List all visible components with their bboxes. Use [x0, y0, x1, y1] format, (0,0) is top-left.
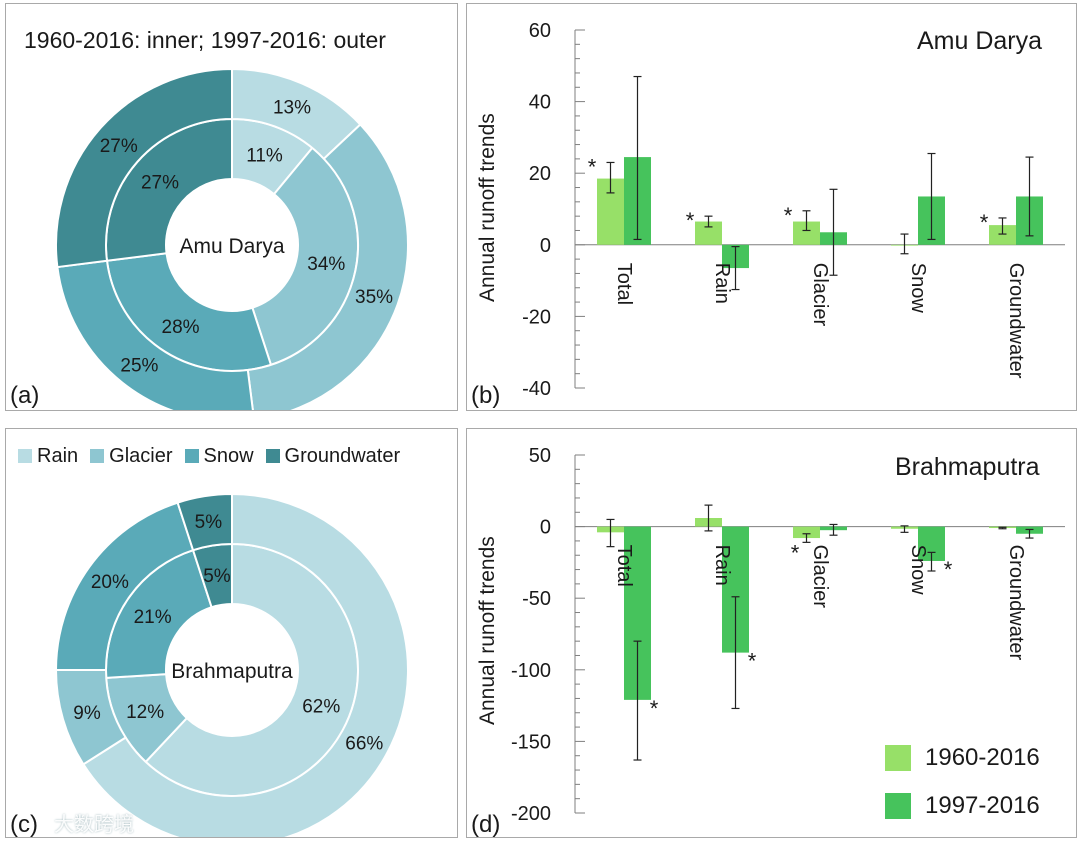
legend-swatch-1997-2016	[885, 793, 911, 819]
legend-swatch-groundwater	[265, 449, 280, 463]
amu-bars-bar-rain-1960-2016	[695, 221, 722, 245]
brahma-bars-significance-star: *	[650, 696, 659, 721]
legend-swatch-1960-2016	[885, 745, 911, 771]
brahma-bars-category-label-glacier: Glacier	[809, 545, 831, 609]
brahma-bars-y-tick-label: -150	[511, 731, 551, 753]
ring-period-header: 1960-2016: inner; 1997-2016: outer	[24, 27, 386, 53]
amu-donut-outer-slice-groundwater	[55, 67, 233, 269]
amu-donut-center-label: Amu Darya	[179, 235, 284, 258]
amu-bars-significance-star: *	[588, 154, 597, 179]
amu-bars-y-tick-label: 20	[529, 163, 551, 185]
amu-donut-inner-label-rain: 11%	[246, 146, 283, 167]
panel-c-brahmaputra-donut: 62% 12% 21% 5% 66% 9% 20% 5% Brahmaputra Rain Gl…	[5, 428, 458, 838]
brahma-donut-inner-label-groundwater: 5%	[203, 566, 231, 587]
brahma-bars-bar-glacier-1960-2016	[793, 526, 820, 539]
panel-d-brahmaputra-bars: -200 -150 -100 -50 0 50 * Total * Rain * Glacier * Sn…	[466, 428, 1077, 838]
legend-swatch-glacier	[90, 449, 105, 463]
legend-swatch-snow	[184, 449, 199, 463]
amu-bars-y-tick-label: -40	[522, 378, 551, 400]
brahma-bars-category-label-total: Total	[613, 545, 635, 587]
brahma-bars-y-tick-label: 0	[540, 517, 551, 539]
component-legend: Rain Glacier Snow Groundwater	[18, 445, 400, 467]
amu-donut-inner-label-groundwater: 27%	[141, 173, 179, 194]
legend-item-groundwater: Groundwater	[265, 445, 400, 467]
amu-bars-bar-glacier-1960-2016	[793, 221, 820, 245]
brahma-donut-outer-slice-rain	[82, 492, 409, 837]
amu-bars-y-tick-label: -20	[522, 306, 551, 328]
brahma-donut-inner-label-snow: 21%	[134, 607, 172, 628]
brahma-bars-significance-star: *	[748, 649, 757, 674]
brahma-donut-outer-label-rain: 66%	[345, 734, 383, 755]
brahma-bars-category-label-snow: Snow	[907, 545, 929, 596]
amu-bars-significance-star: *	[980, 210, 989, 235]
amu-bars-category-label-glacier: Glacier	[809, 263, 831, 327]
brahmaputra-donut-chart: 62% 12% 21% 5% 66% 9% 20% 5% Brahmaputra	[54, 492, 409, 837]
brahma-bars-category-label-rain: Rain	[711, 545, 733, 586]
amu-bars-category-label-rain: Rain	[711, 263, 733, 304]
brahmaputra-bar-chart: -200 -150 -100 -50 0 50 * Total * Rain * Glacier * Sn…	[511, 445, 1065, 825]
amu-bars-y-tick-label: 60	[529, 20, 551, 42]
brahma-bars-y-tick-label: -200	[511, 803, 551, 825]
brahma-donut-inner-label-glacier: 12%	[126, 702, 164, 723]
amu-donut-inner-label-snow: 28%	[162, 317, 200, 338]
legend-item-rain: Rain	[18, 445, 78, 467]
series-legend: 1960-2016 1997-2016	[885, 745, 1040, 837]
brahma-donut-outer-label-glacier: 9%	[73, 703, 101, 724]
amu-donut-outer-label-groundwater: 27%	[100, 136, 138, 157]
brahma-donut-inner-label-rain: 62%	[302, 696, 340, 717]
amu-bars-y-tick-label: 40	[529, 92, 551, 114]
panel-label-c: (c)	[10, 811, 38, 838]
amu-bars-significance-star: *	[784, 203, 793, 228]
brahma-donut-outer-label-groundwater: 5%	[195, 512, 223, 533]
legend-item-snow: Snow	[184, 445, 254, 467]
y-axis-title-d: Annual runoff trends	[476, 536, 499, 725]
brahma-bars-y-tick-label: -100	[511, 660, 551, 682]
amu-donut-outer-label-glacier: 35%	[355, 287, 393, 308]
legend-item-1960-2016: 1960-2016	[885, 745, 1040, 771]
panel-a-amu-darya-donut: 11% 34% 28% 27% 13% 35% 25% 27% Amu Darya 1960-2…	[5, 3, 458, 411]
brahma-bars-y-tick-label: 50	[529, 445, 551, 467]
amu-bars-bar-groundwater-1960-2016	[989, 225, 1016, 245]
amu-donut-outer-label-rain: 13%	[273, 97, 311, 118]
amu-bars-category-label-groundwater: Groundwater	[1005, 263, 1027, 379]
amu-donut-outer-label-snow: 25%	[120, 355, 158, 376]
legend-item-glacier: Glacier	[90, 445, 173, 467]
chart-title-d: Brahmaputra	[895, 453, 1040, 481]
amu-darya-donut-chart: 11% 34% 28% 27% 13% 35% 25% 27% Amu Darya	[55, 67, 409, 410]
amu-donut-outer-slice-glacier	[246, 123, 409, 410]
amu-bars-y-tick-label: 0	[540, 235, 551, 257]
brahma-donut-outer-slice-groundwater	[176, 492, 233, 552]
brahma-bars-y-tick-label: -50	[522, 588, 551, 610]
brahma-bars-significance-star: *	[944, 557, 953, 582]
legend-item-1997-2016: 1997-2016	[885, 793, 1040, 819]
brahma-donut-outer-label-snow: 20%	[91, 572, 129, 593]
amu-bars-category-label-snow: Snow	[907, 263, 929, 314]
panel-label-b: (b)	[471, 382, 501, 409]
amu-bars-category-label-total: Total	[613, 263, 635, 305]
amu-donut-inner-label-glacier: 34%	[307, 254, 345, 275]
chart-title-b: Amu Darya	[917, 27, 1043, 55]
panel-label-d: (d)	[471, 811, 501, 838]
brahma-bars-significance-star: *	[791, 540, 800, 565]
brahma-bars-category-label-groundwater: Groundwater	[1005, 545, 1027, 661]
amu-darya-bar-chart: -40 -20 0 20 40 60 * Total * Rain * Glacier Snow * Gro…	[522, 20, 1065, 400]
panel-b-amu-darya-bars: -40 -20 0 20 40 60 * Total * Rain * Glacier Snow * Gro…	[466, 3, 1077, 411]
brahma-donut-center-label: Brahmaputra	[171, 660, 293, 683]
y-axis-title-b: Annual runoff trends	[476, 113, 499, 302]
amu-bars-significance-star: *	[686, 208, 695, 233]
legend-swatch-rain	[18, 449, 32, 463]
panel-label-a: (a)	[10, 382, 40, 409]
watermark-text: 大数跨境	[54, 814, 134, 836]
